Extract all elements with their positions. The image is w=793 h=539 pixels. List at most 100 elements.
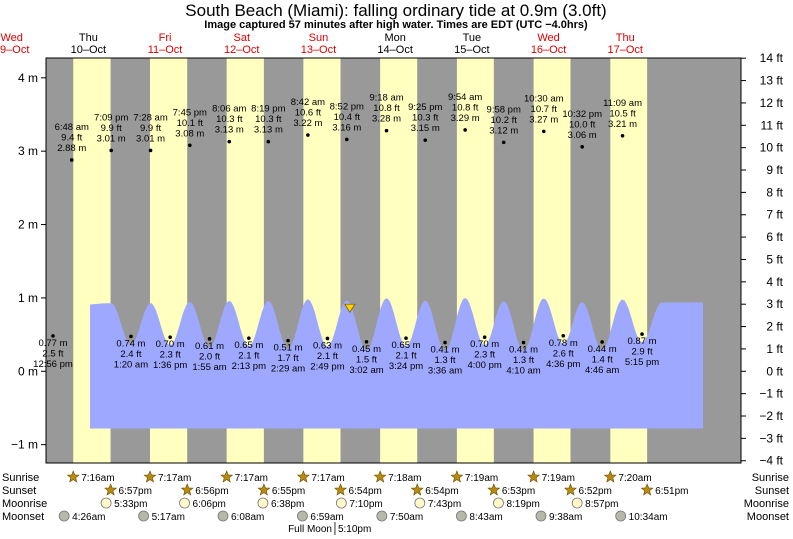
tide-label-text: 10.5 ft — [609, 108, 636, 119]
tide-label-text: 0.41 m — [430, 344, 459, 355]
tide-label-text: 0.63 m — [313, 340, 342, 351]
sunset-time: 6:52pm — [579, 486, 612, 497]
full-moon-label: Full Moon — [288, 524, 332, 535]
sunrise-time: 7:16am — [81, 473, 114, 484]
sunrise-star-icon — [603, 470, 617, 483]
tide-label-text: 7:45 pm — [173, 107, 207, 118]
low-tide-point — [364, 339, 369, 344]
tide-label-text: 0.45 m — [352, 344, 381, 355]
tide-label-text: 9:54 am — [448, 92, 482, 103]
moonrise-time: 5:33pm — [114, 499, 147, 510]
low-tide-point — [247, 336, 251, 340]
tide-label-text: 1.3 ft — [513, 355, 534, 366]
tide-label-text: 2.1 ft — [395, 351, 416, 362]
left-tick-label: −1 m — [11, 438, 38, 452]
sunset-star-icon — [104, 483, 118, 496]
tide-label-text: 10.8 ft — [373, 103, 400, 114]
tide-label-text: 10:30 am — [524, 93, 564, 104]
low-tide-point — [521, 340, 526, 345]
moonrise-time: 7:43pm — [428, 499, 461, 510]
day-dow: Wed — [537, 32, 559, 44]
sunset-time: 6:54pm — [349, 486, 382, 497]
right-tick-label: 9 ft — [766, 163, 783, 177]
moonset-moon-icon — [615, 510, 627, 522]
moonset-row-label: Moonset — [2, 511, 44, 523]
tide-label-text: 0.74 m — [116, 338, 145, 349]
sunset-time: 6:53pm — [502, 486, 535, 497]
tide-label-text: 0.65 m — [391, 340, 420, 351]
tide-label-text: 9.9 ft — [101, 123, 122, 134]
left-tick-label: 0 m — [18, 364, 38, 378]
sunset-row-label-right: Sunset — [755, 485, 789, 497]
sunset-star-icon — [410, 483, 424, 496]
moonrise-moon-icon — [179, 497, 190, 509]
tide-label-text: 2.3 ft — [160, 350, 181, 361]
tide-label-text: 8:42 am — [291, 97, 325, 108]
sunrise-time: 7:20am — [618, 473, 651, 484]
chart-title: South Beach (Miami): falling ordinary ti… — [185, 1, 606, 20]
moonset-moon-icon — [376, 510, 388, 522]
tide-label-text: 8:52 pm — [330, 101, 364, 112]
moonrise-moon-icon — [414, 497, 426, 509]
tide-label-text: 10.4 ft — [334, 112, 361, 123]
tide-label-text: 2.5 ft — [42, 348, 63, 359]
day-date: 10–Oct — [71, 44, 106, 56]
high-tide-point — [344, 137, 349, 142]
moonrise-moon-icon — [100, 497, 112, 509]
moonset-moon-icon — [535, 510, 547, 522]
low-tide-point — [443, 340, 447, 345]
right-tick-label: −4 ft — [759, 454, 783, 468]
right-tick-label: 8 ft — [766, 185, 783, 199]
tide-label-text: 3:24 pm — [389, 361, 423, 372]
tide-label-text: 0.51 m — [274, 343, 303, 354]
low-tide-point — [51, 334, 55, 338]
tide-label-text: 2.0 ft — [199, 351, 220, 362]
moonset-time: 7:50am — [390, 512, 423, 523]
moonset-moon-icon — [217, 510, 229, 522]
sunset-time: 6:55pm — [272, 486, 305, 497]
tide-label-text: 12:56 pm — [33, 359, 73, 370]
day-dow: Fri — [159, 32, 172, 44]
tide-label-text: 3.12 m — [489, 125, 518, 136]
sunrise-star-icon — [296, 470, 310, 483]
high-tide-point — [69, 158, 74, 162]
tide-label-text: 3:36 am — [428, 365, 462, 376]
sunrise-time: 7:18am — [388, 473, 421, 484]
moonrise-row-label: Moonrise — [2, 498, 47, 510]
moonset-time: 10:34am — [629, 512, 668, 523]
tide-label-text: 2.3 ft — [474, 350, 495, 361]
tide-label-text: 2.88 m — [57, 143, 86, 154]
sunrise-star-icon — [220, 470, 234, 483]
tide-label-text: 4:00 pm — [467, 360, 501, 371]
day-dow: Sat — [233, 32, 250, 44]
tide-label-text: 2.6 ft — [553, 348, 574, 359]
sunset-star-icon — [564, 483, 577, 496]
tide-label-text: 3.28 m — [372, 114, 401, 125]
low-tide-point — [561, 333, 566, 338]
moonset-time: 5:17am — [152, 512, 185, 523]
tide-label-text: 0.44 m — [588, 344, 617, 355]
tide-label-text: 3.27 m — [529, 114, 558, 125]
right-tick-label: 5 ft — [766, 252, 783, 266]
moonrise-moon-icon — [335, 497, 347, 509]
tide-label-text: 3.22 m — [293, 118, 322, 129]
tide-label-text: 2.1 ft — [238, 351, 259, 362]
tide-label-text: 10.7 ft — [531, 104, 558, 115]
tide-label-text: 2.4 ft — [120, 349, 141, 360]
sunrise-star-icon — [527, 470, 541, 483]
day-dow: Thu — [79, 32, 98, 44]
moonrise-moon-icon — [257, 497, 269, 509]
right-tick-label: −2 ft — [759, 409, 783, 423]
day-dow: Sun — [309, 32, 329, 44]
tide-label-text: 1.5 ft — [356, 354, 377, 365]
tide-label-text: 2:13 pm — [232, 361, 266, 372]
low-tide-point — [640, 332, 644, 336]
low-tide-point — [207, 337, 212, 341]
sunrise-time: 7:17am — [158, 473, 191, 484]
sunset-time: 6:51pm — [655, 486, 688, 497]
low-tide-point — [600, 340, 604, 344]
right-tick-label: −1 ft — [759, 387, 783, 401]
moonrise-time: 7:10pm — [349, 499, 382, 510]
day-dow: Wed — [0, 32, 22, 44]
tide-label-text: 7:09 pm — [94, 112, 128, 123]
